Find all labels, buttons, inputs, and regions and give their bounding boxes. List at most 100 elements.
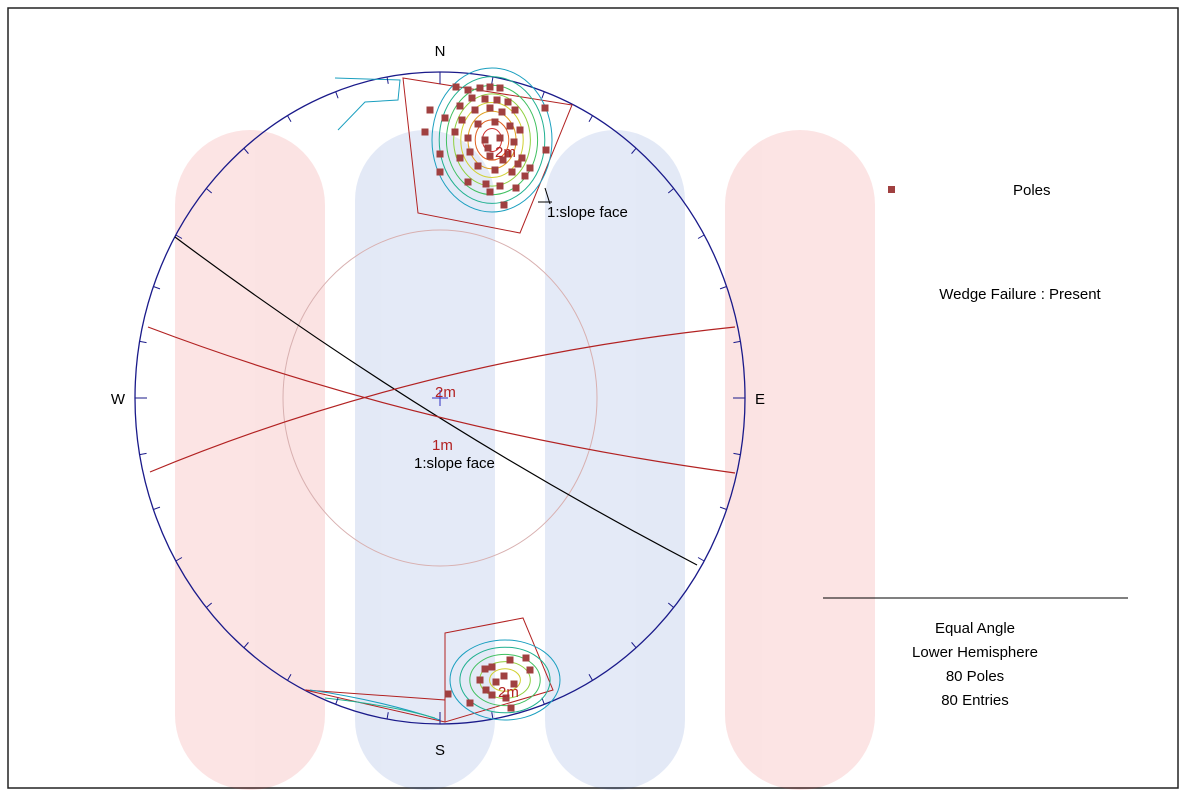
tick bbox=[287, 115, 292, 122]
contour bbox=[469, 653, 541, 707]
contour bbox=[438, 76, 546, 204]
pole bbox=[486, 188, 494, 196]
tick bbox=[206, 188, 213, 194]
pole bbox=[500, 672, 508, 680]
contour bbox=[489, 668, 521, 692]
pole bbox=[518, 154, 526, 162]
legend-label: Poles bbox=[1013, 182, 1051, 199]
pole bbox=[510, 138, 518, 146]
legend-label: Wedge Failure : Present bbox=[939, 286, 1101, 303]
pole bbox=[471, 106, 479, 114]
pole bbox=[452, 83, 460, 91]
tick bbox=[175, 557, 183, 562]
tick bbox=[667, 188, 674, 194]
tick bbox=[153, 286, 161, 290]
compass-label: N bbox=[435, 43, 446, 60]
pole bbox=[499, 156, 507, 164]
pole bbox=[482, 180, 490, 188]
compass-label: S bbox=[435, 742, 445, 759]
annotation: 2m bbox=[495, 144, 516, 161]
pole bbox=[436, 168, 444, 176]
pole bbox=[492, 678, 500, 686]
tick bbox=[243, 642, 249, 649]
contour bbox=[431, 67, 553, 213]
tick bbox=[386, 76, 389, 84]
frame bbox=[7, 7, 1179, 789]
pole bbox=[474, 120, 482, 128]
tick bbox=[631, 147, 637, 154]
tick bbox=[243, 147, 249, 154]
pole bbox=[511, 106, 519, 114]
compass-label: W bbox=[111, 391, 126, 408]
tick bbox=[153, 506, 161, 510]
pole bbox=[451, 128, 459, 136]
contour bbox=[324, 697, 436, 719]
annotation: 2m bbox=[498, 684, 519, 701]
pole bbox=[526, 164, 534, 172]
pole-marker bbox=[544, 187, 551, 205]
pole bbox=[514, 160, 522, 168]
friction-cone bbox=[282, 229, 598, 567]
pole bbox=[516, 126, 524, 134]
pole bbox=[504, 98, 512, 106]
pole bbox=[466, 148, 474, 156]
tick bbox=[588, 115, 593, 122]
tick bbox=[335, 697, 339, 705]
pole bbox=[542, 146, 550, 154]
tick bbox=[719, 506, 727, 510]
pole bbox=[466, 699, 474, 707]
legend-marker bbox=[888, 186, 895, 193]
compass-label: E bbox=[755, 391, 765, 408]
pole bbox=[506, 656, 514, 664]
pole bbox=[507, 704, 515, 712]
annotation: 1:slope face bbox=[547, 204, 628, 221]
tick bbox=[697, 557, 705, 562]
tick bbox=[175, 234, 183, 239]
pole bbox=[476, 84, 484, 92]
tick bbox=[139, 452, 147, 456]
tick bbox=[206, 602, 213, 608]
pole bbox=[526, 666, 534, 674]
pole bbox=[491, 118, 499, 126]
info-line: Lower Hemisphere bbox=[912, 644, 1038, 661]
pole bbox=[500, 201, 508, 209]
pole bbox=[426, 106, 434, 114]
tick bbox=[287, 674, 292, 681]
pole bbox=[481, 95, 489, 103]
tick bbox=[386, 712, 389, 720]
pole bbox=[504, 150, 512, 158]
watermark bbox=[175, 130, 875, 790]
joint-plane bbox=[149, 326, 736, 473]
pole bbox=[506, 122, 514, 130]
tick bbox=[491, 76, 494, 84]
slope-plane bbox=[174, 236, 698, 566]
tick bbox=[139, 340, 147, 344]
contour bbox=[459, 646, 551, 714]
info-line: 80 Entries bbox=[941, 692, 1009, 709]
pole bbox=[476, 676, 484, 684]
pole bbox=[493, 96, 501, 104]
annotation: 2m bbox=[435, 384, 456, 401]
tick bbox=[667, 602, 674, 608]
pole bbox=[484, 144, 492, 152]
pole bbox=[474, 162, 482, 170]
pole bbox=[486, 83, 494, 91]
tick bbox=[719, 286, 727, 290]
pole bbox=[444, 690, 452, 698]
tick bbox=[733, 340, 741, 344]
pole bbox=[508, 168, 516, 176]
pole bbox=[522, 654, 530, 662]
tick bbox=[697, 234, 705, 239]
pole bbox=[486, 152, 494, 160]
pole bbox=[486, 104, 494, 112]
pole bbox=[512, 184, 520, 192]
contour bbox=[460, 102, 524, 178]
pole bbox=[436, 150, 444, 158]
tick bbox=[335, 91, 339, 99]
pole bbox=[468, 94, 476, 102]
pole bbox=[481, 665, 489, 673]
contour bbox=[453, 93, 531, 187]
pole bbox=[421, 128, 429, 136]
pole bbox=[496, 84, 504, 92]
